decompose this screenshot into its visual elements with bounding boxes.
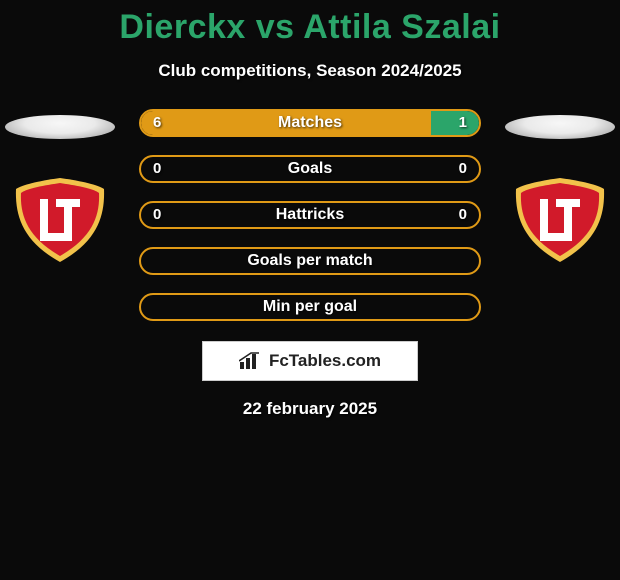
brand-text: FcTables.com [269,351,381,371]
stat-label: Matches [141,111,479,135]
page-title: Dierckx vs Attila Szalai [0,0,620,47]
stat-label: Goals [141,157,479,181]
subtitle: Club competitions, Season 2024/2025 [0,61,620,81]
brand-badge: FcTables.com [202,341,418,381]
club-badge-left [10,175,110,270]
comparison-stage: 61Matches 00Goals 00Hattricks Goals per mat… [0,109,620,321]
stat-label: Hattricks [141,203,479,227]
player-left-column [0,109,120,270]
bar-chart-icon [239,352,263,370]
stat-bars: 61Matches 00Goals 00Hattricks Goals per mat… [139,109,481,321]
player-right-column [500,109,620,270]
date-text: 22 february 2025 [0,399,620,419]
stat-bar: 00Hattricks [139,201,481,229]
shield-icon [10,175,110,265]
avatar-platform-right [505,115,615,139]
stat-bar: 61Matches [139,109,481,137]
stat-bar: Min per goal [139,293,481,321]
stat-bar: 00Goals [139,155,481,183]
stat-label: Goals per match [141,249,479,273]
club-badge-right [510,175,610,270]
stat-bar: Goals per match [139,247,481,275]
avatar-platform-left [5,115,115,139]
shield-icon [510,175,610,265]
stat-label: Min per goal [141,295,479,319]
